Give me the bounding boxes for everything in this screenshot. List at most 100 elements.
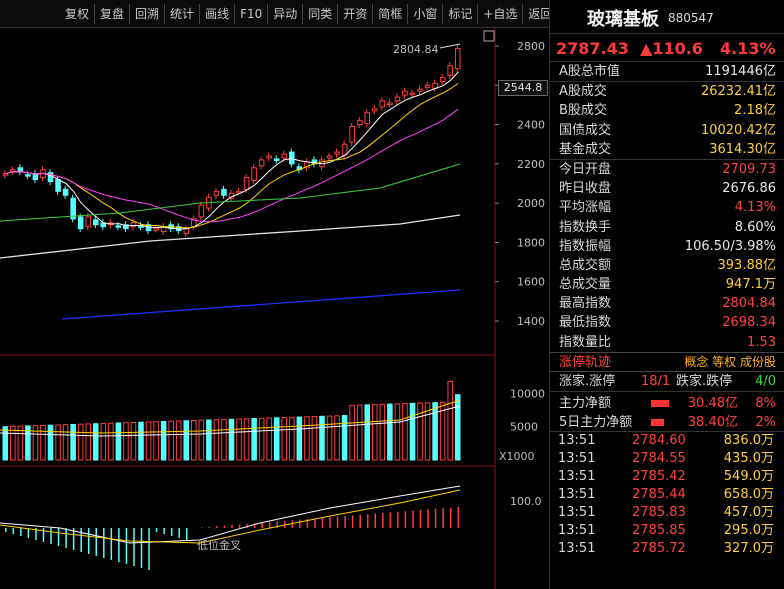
volume-bar [191,420,197,461]
volume-bar [108,422,114,461]
decline-label: 跌家.跌停 [676,373,733,389]
quote-row: 2787.43 ▲110.6 4.13% [550,34,784,62]
toolbar-button[interactable]: 统计 [165,4,201,24]
candle-up [439,76,446,82]
candle-up [2,173,9,176]
volume-bar [10,425,16,461]
stock-code: 880547 [668,11,714,25]
volume-bar [160,420,167,461]
volume-bar [168,420,174,461]
capital-flow-section: 主力净额 30.48亿 8% 5日主力净额 38.40亿 2% [550,392,784,432]
volume-bar [258,417,265,461]
volume-bar [115,422,122,461]
tick-row: 13:51 2785.72 327.0万 [550,540,784,558]
candle-down [47,172,54,183]
price-axis-label: 1800 [517,236,545,249]
toolbar-button[interactable]: 小窗 [408,4,444,24]
tick-list: 13:51 2784.60 836.0万 13:51 2784.55 435.0万 13:5… [550,432,784,558]
volume-axis-label: 5000 [510,421,538,434]
toolbar-button[interactable]: 开资 [338,4,374,24]
candle-down [55,179,61,192]
toolbar-button[interactable]: 画线 [200,4,236,24]
volume-bar [341,415,348,461]
ma250-line [61,289,461,320]
stat-row: 指数换手 8.60% [550,218,784,237]
tick-row: 13:51 2785.44 658.0万 [550,486,784,504]
tick-time: 13:51 [558,522,596,538]
volume-bar [123,422,129,461]
candle-up [236,190,242,194]
flow-value: 38.40亿 [687,414,738,430]
volume-bar [409,402,416,461]
toolbar-button[interactable]: 简框 [373,4,409,24]
stat-row: 总成交额 393.88亿 [550,256,784,275]
market-cap-section: A股总市值 1191446亿 [550,62,784,83]
candle-up [243,177,250,190]
volume-bar [153,421,159,461]
macd-axis-label: 100.0 [510,495,542,508]
volume-bar [243,418,250,461]
tick-time: 13:51 [558,540,596,556]
stat-value: 2676.86 [722,181,776,197]
tick-row: 13:51 2784.55 435.0万 [550,450,784,468]
decline-value: 4/0 [755,373,776,389]
panel-tabs: 涨停轨迹 概念 等权 成份股 [550,351,784,372]
toolbar-button[interactable]: 标记 [443,4,479,24]
volume-bar [394,403,401,461]
tick-price: 2785.85 [632,522,686,538]
candle-up [372,108,378,112]
stat-row: 基金成交 3614.30亿 [550,140,784,159]
volume-bar [364,404,371,461]
price-axis-label: 1600 [517,276,545,289]
volume-bar [145,421,152,461]
turnover-section: A股成交 26232.41亿 B股成交 2.18亿 国债成交 10020.42亿 基金成交 3… [550,82,784,160]
price-change: ▲110.6 [640,39,703,58]
stat-value: 8.60% [734,219,776,235]
kline-chart[interactable]: 280026002400220020001800160014002804.841… [0,28,549,589]
toolbar-button[interactable]: 同类 [303,4,339,24]
stat-row: 总成交量 947.1万 [550,275,784,294]
stat-label: 指数量比 [559,334,612,350]
tab-links[interactable]: 概念 等权 成份股 [684,354,776,369]
stock-header: 玻璃基板 880547 [550,0,784,34]
tick-volume: 836.0万 [723,432,774,448]
tick-price: 2784.55 [632,450,686,466]
candle-up [266,155,272,159]
stat-row: B股成交 2.18亿 [550,101,784,120]
stat-label: 平均涨幅 [559,200,612,216]
tick-time: 13:51 [558,504,596,520]
volume-bar [77,423,84,461]
price-axis-label: 2400 [517,119,545,132]
chart-toolbar: 复权 复盘 回溯 统计 画线 F10 异动 同类 开资 简框 小窗 标记 +自选 返回 [0,0,552,28]
toolbar-button[interactable]: 回溯 [130,4,166,24]
candle-up [85,216,91,228]
candle-down [25,174,31,177]
volume-bar [424,402,431,461]
tick-price: 2785.42 [632,468,686,484]
stat-label: 总成交量 [559,277,612,293]
stat-value: 106.50/3.98% [684,238,776,254]
volume-bar [311,416,318,461]
annotation-arrow [439,43,461,49]
ma60-line [0,163,461,222]
volume-bar [130,421,137,461]
toolbar-button[interactable]: 返回 [528,7,553,21]
volume-bar [17,425,24,461]
candle-down [273,158,280,161]
volume-bar [447,380,453,461]
toolbar-button[interactable]: F10 [235,4,269,24]
candle-up [379,100,386,108]
volume-unit-label: X1000 [499,450,535,463]
toolbar-button[interactable]: 复盘 [95,4,131,24]
stat-row: 国债成交 10020.42亿 [550,121,784,140]
toolbar-button[interactable]: +自选 [478,4,524,24]
stat-value: 1191446亿 [705,64,776,79]
volume-bar [213,419,220,461]
volume-bar [32,425,39,461]
index-stats-section: 今日开盘 2709.73 昨日收盘 2676.86 平均涨幅 4.13% 指数换手 8.60%… [550,160,784,352]
tab-limit-up-trace[interactable]: 涨停轨迹 [559,354,612,370]
advance-decline-row: 涨家.涨停 18/1 跌家.跌停 4/0 [550,372,784,392]
toolbar-button[interactable]: 异动 [268,4,304,24]
toolbar-button[interactable]: 复权 [60,4,96,24]
candle-up [364,112,371,125]
